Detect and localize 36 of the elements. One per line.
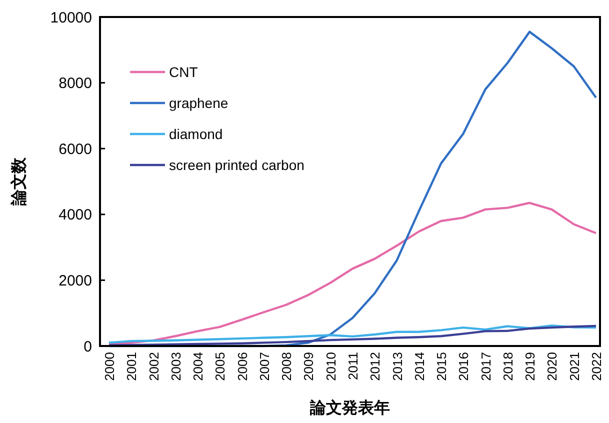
- y-tick-label: 6000: [58, 140, 92, 158]
- x-tick-label: 2000: [102, 352, 117, 381]
- x-tick-label: 2007: [256, 352, 272, 381]
- x-tick-label: 2004: [190, 352, 206, 381]
- x-tick-label: 2020: [544, 352, 560, 381]
- y-tick-label: 2000: [58, 272, 92, 290]
- x-tick-label: 2010: [323, 352, 338, 381]
- x-tick-label: 2016: [456, 352, 472, 381]
- x-tick-label: 2014: [412, 352, 427, 381]
- x-tick-label: 2003: [168, 352, 184, 381]
- x-tick-label: 2019: [522, 352, 538, 381]
- x-tick-label: 2011: [346, 352, 360, 380]
- x-tick-label: 2013: [390, 352, 405, 381]
- x-tick-label: 2001: [124, 352, 140, 381]
- y-axis-title: 論文数: [10, 156, 28, 206]
- x-tick-label: 2002: [146, 352, 162, 381]
- legend-label: screen printed carbon: [169, 156, 304, 173]
- x-tick-label: 2005: [212, 352, 228, 381]
- x-axis-title: 論文発表年: [309, 399, 390, 417]
- x-tick-label: 2015: [434, 352, 450, 381]
- x-tick-label: 2008: [279, 352, 294, 381]
- line-series: [108, 202, 598, 346]
- y-tick-label: 8000: [58, 75, 92, 92]
- x-tick-label: 2022: [589, 352, 604, 381]
- legend-label: graphene: [169, 94, 228, 111]
- x-tick-label: 2021: [566, 352, 582, 381]
- y-tick-label: 0: [84, 338, 92, 356]
- legend-label: diamond: [169, 126, 223, 142]
- x-tick-label: 2018: [500, 352, 516, 381]
- y-tick-label: 4000: [58, 206, 92, 224]
- x-tick-label: 2006: [234, 352, 250, 381]
- x-tick-label: 2017: [478, 352, 494, 381]
- x-tick-label: 2009: [301, 352, 316, 381]
- legend-label: CNT: [169, 64, 198, 80]
- y-tick-label: 10000: [50, 9, 92, 26]
- x-tick-label: 2012: [368, 352, 383, 381]
